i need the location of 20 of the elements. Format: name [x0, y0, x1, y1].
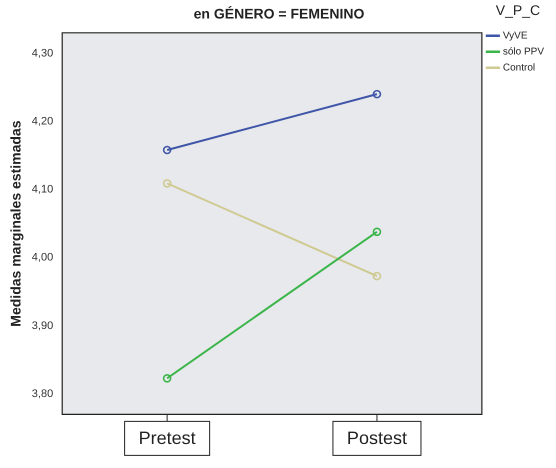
- point: [372, 272, 382, 280]
- y-tick-label: 4,30: [32, 47, 54, 60]
- x-tick-label: Postest: [346, 428, 407, 448]
- y-tick-label: 4,20: [32, 115, 54, 128]
- point: [372, 227, 382, 236]
- point: [372, 90, 382, 98]
- legend-label: VyVE: [502, 30, 528, 42]
- legend-title: V_P_C: [496, 2, 540, 18]
- y-axis-title: Medidas marginales estimadas: [7, 120, 24, 327]
- y-tick-label: 4,10: [32, 184, 54, 196]
- y-tick-label: 3,90: [32, 320, 54, 332]
- legend-label: sólo PPV: [502, 46, 544, 58]
- y-tick-label: 3,80: [32, 388, 54, 400]
- point: [162, 146, 172, 154]
- point: [162, 179, 172, 188]
- legend-label: Control: [502, 62, 536, 74]
- x-tick-label: Pretest: [138, 428, 196, 448]
- y-tick-label: 4,00: [32, 252, 54, 264]
- chart-title: en GÉNERO = FEMENINO: [194, 5, 364, 22]
- point: [162, 374, 172, 383]
